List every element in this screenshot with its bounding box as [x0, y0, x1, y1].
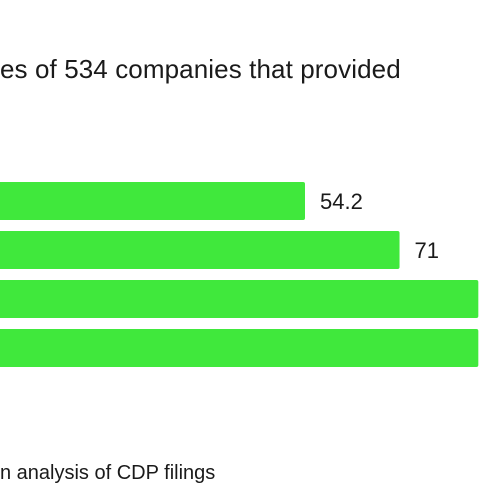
bar-2	[0, 231, 400, 269]
data-label-1: 54.2	[320, 189, 363, 214]
bar-4	[0, 329, 479, 367]
data-label-2: 71	[415, 238, 439, 263]
source-note: n analysis of CDP filings	[0, 462, 216, 484]
bar-3	[0, 280, 479, 318]
chart-subtitle: es of 534 companies that provided	[0, 54, 401, 84]
bar-1	[0, 182, 305, 220]
